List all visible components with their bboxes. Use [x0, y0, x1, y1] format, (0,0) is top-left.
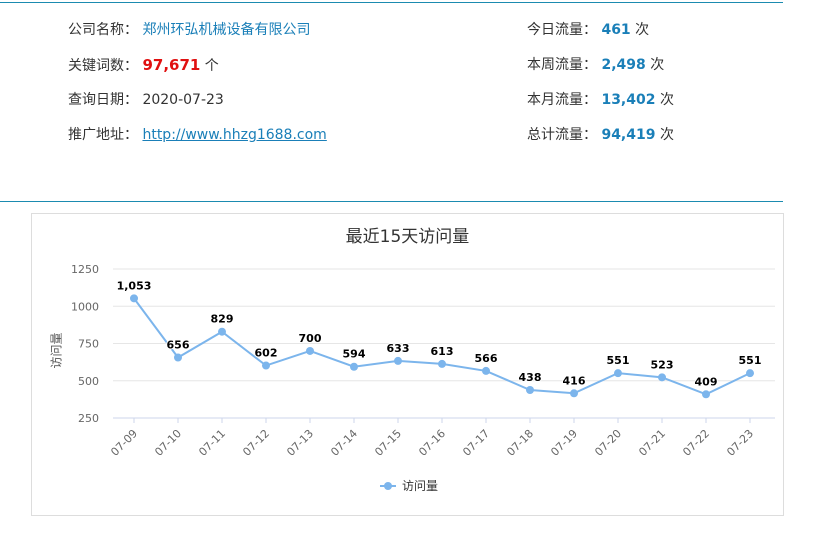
url-label: 推广地址：	[68, 127, 138, 143]
week-row: 本周流量： 2,498 次	[527, 55, 664, 75]
y-tick-label: 500	[78, 375, 99, 388]
x-tick-label: 07-09	[108, 427, 140, 459]
company-name[interactable]: 郑州环弘机械设备有限公司	[142, 22, 311, 38]
legend-series-label: 访问量	[402, 479, 439, 493]
data-label: 523	[651, 358, 674, 371]
data-point	[526, 385, 534, 394]
today-row: 今日流量： 461 次	[527, 20, 649, 40]
x-tick-label: 07-13	[284, 427, 316, 459]
keywords-row: 关键词数： 97,671 个	[68, 55, 219, 75]
data-point	[218, 327, 226, 336]
url-row: 推广地址： http://www.hhzg1688.com	[68, 125, 327, 145]
x-tick-label: 07-14	[328, 427, 360, 459]
y-tick-label: 750	[78, 338, 99, 351]
data-label: 602	[255, 347, 278, 360]
data-label: 551	[739, 354, 762, 367]
week-unit: 次	[650, 57, 665, 73]
data-label: 700	[299, 332, 322, 345]
today-value: 461	[601, 22, 631, 38]
data-point	[306, 346, 314, 355]
promo-url-link[interactable]: http://www.hhzg1688.com	[142, 127, 327, 143]
x-tick-label: 07-22	[680, 427, 712, 459]
total-label: 总计流量：	[527, 127, 597, 143]
data-point	[658, 373, 666, 382]
chart-title: 最近15天访问量	[345, 227, 470, 247]
data-label: 551	[607, 354, 630, 367]
x-tick-label: 07-19	[548, 427, 580, 459]
data-label: 633	[387, 342, 410, 355]
total-row: 总计流量： 94,419 次	[527, 125, 674, 145]
y-tick-label: 1000	[71, 300, 99, 313]
traffic-chart: 最近15天访问量 访问量 1250 1000 750 500 250 07-09 07-10…	[31, 213, 784, 516]
data-label: 1,053	[117, 279, 152, 292]
month-row: 本月流量： 13,402 次	[527, 90, 674, 110]
week-value: 2,498	[601, 57, 646, 73]
data-point	[482, 366, 490, 375]
x-tick-label: 07-18	[504, 427, 536, 459]
data-label: 416	[563, 374, 586, 387]
chart-legend[interactable]: 访问量	[380, 477, 438, 494]
x-tick-label: 07-15	[372, 427, 404, 459]
data-point	[438, 359, 446, 368]
month-value: 13,402	[601, 92, 656, 108]
date-row: 查询日期： 2020-07-23	[68, 90, 224, 110]
x-tick-label: 07-12	[240, 427, 272, 459]
data-point	[746, 369, 754, 378]
x-tick-label: 07-17	[460, 427, 492, 459]
data-point	[262, 361, 270, 370]
keywords-unit: 个	[204, 58, 219, 74]
data-label: 409	[695, 375, 718, 388]
company-label: 公司名称：	[68, 22, 138, 38]
y-tick-label: 250	[78, 412, 99, 425]
today-unit: 次	[635, 22, 650, 38]
today-label: 今日流量：	[527, 22, 597, 38]
data-label: 594	[343, 348, 366, 361]
data-point	[394, 356, 402, 365]
data-point	[614, 369, 622, 378]
x-tick-label: 07-21	[636, 427, 668, 459]
x-tick-label: 07-10	[152, 427, 184, 459]
x-tick-label: 07-20	[592, 427, 624, 459]
data-label: 656	[167, 339, 190, 352]
data-label: 829	[211, 313, 234, 326]
data-point	[702, 390, 710, 399]
month-label: 本月流量：	[527, 92, 597, 108]
date-label: 查询日期：	[68, 92, 138, 108]
section-rule	[0, 201, 783, 202]
total-unit: 次	[659, 127, 674, 143]
data-point	[350, 362, 358, 371]
data-point	[130, 294, 138, 303]
month-unit: 次	[659, 92, 674, 108]
keywords-label: 关键词数：	[68, 58, 138, 74]
data-label: 613	[431, 345, 454, 358]
x-tick-label: 07-16	[416, 427, 448, 459]
week-label: 本周流量：	[527, 57, 597, 73]
keywords-count: 97,671	[142, 56, 201, 74]
data-point	[570, 389, 578, 398]
data-label: 438	[519, 371, 542, 384]
x-tick-label: 07-23	[724, 427, 756, 459]
total-value: 94,419	[601, 127, 656, 143]
data-point	[174, 353, 182, 362]
query-date: 2020-07-23	[142, 92, 224, 108]
data-label: 566	[475, 352, 498, 365]
company-row: 公司名称： 郑州环弘机械设备有限公司	[68, 20, 310, 40]
x-tick-label: 07-11	[196, 427, 228, 459]
y-tick-label: 1250	[71, 263, 99, 276]
top-rule	[0, 2, 783, 3]
legend-line-marker	[380, 481, 396, 491]
chart-plot: 1250 1000 750 500 250 07-09 07-10 07-11 07-12 07-…	[71, 263, 775, 459]
